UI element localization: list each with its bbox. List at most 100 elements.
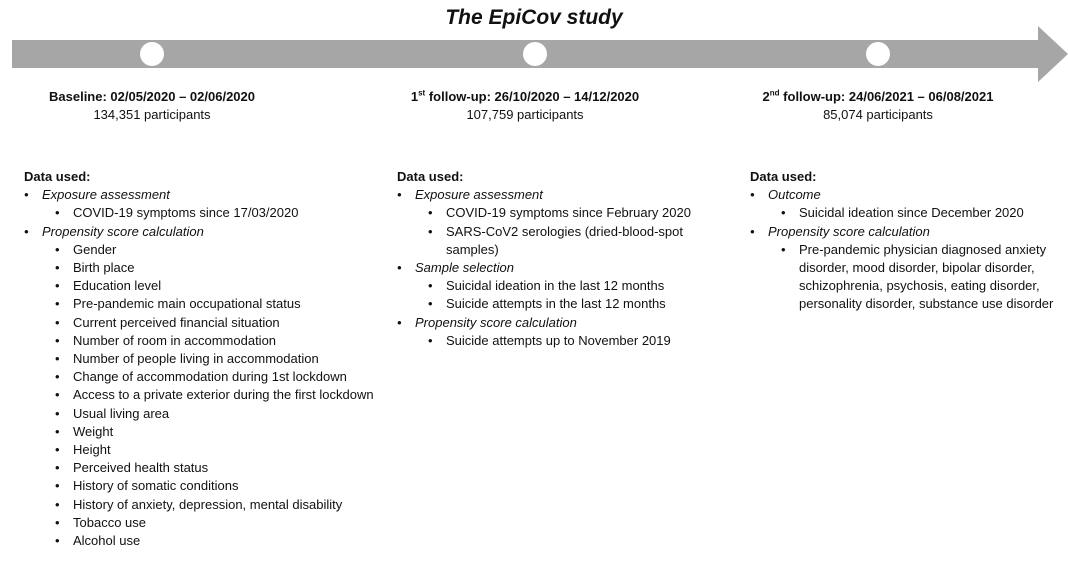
heading-part: follow-up: 26/10/2020 – 14/12/2020 [425, 89, 640, 104]
item: Education level [73, 278, 162, 294]
item-row: • Height [24, 441, 374, 459]
bullet: • [55, 478, 60, 494]
item: Number of room in accommodation [73, 332, 277, 348]
item-row: • Weight [24, 423, 374, 441]
timeline-arrow [12, 26, 1068, 82]
item-row: • Pre-pandemic physician diagnosed anxiet… [750, 241, 1060, 314]
item-row: • Suicide attempts up to November 2019 [397, 332, 727, 350]
item-row: • Change of accommodation during 1st lock… [24, 368, 374, 386]
item-row: • COVID-19 symptoms since February 2020 [397, 204, 727, 222]
bullet: • [750, 223, 755, 239]
item: COVID-19 symptoms since 17/03/2020 [73, 205, 299, 221]
item: Suicidal ideation in the last 12 months [446, 278, 665, 294]
bullet: • [397, 187, 402, 203]
item: Alcohol use [73, 533, 141, 549]
group-title: Propensity score calculation [415, 314, 577, 330]
bullet: • [428, 223, 433, 239]
item-row: • Usual living area [24, 405, 374, 423]
group-title-row: • Sample selection [397, 259, 727, 277]
bullet: • [55, 423, 60, 439]
data-heading: Data used: [750, 169, 817, 184]
bullet: • [55, 314, 60, 330]
bullet: • [55, 241, 60, 257]
milestone [523, 42, 547, 66]
data-column: Data used: • Outcome • Suicidal ideation sin… [750, 168, 1060, 314]
timepoint-header: 2nd follow-up: 24/06/2021 – 06/08/2021 85… [728, 88, 1028, 124]
heading-part: Baseline: 02/05/2020 – 02/06/2020 [49, 89, 255, 104]
item: Suicidal ideation since December 2020 [799, 205, 1024, 221]
group-title: Propensity score calculation [768, 223, 930, 239]
group-title: Exposure assessment [415, 187, 543, 203]
bullet: • [428, 332, 433, 348]
item-row: • Current perceived financial situation [24, 314, 374, 332]
item: Access to a private exterior during the … [73, 387, 374, 403]
item-row: • SARS-CoV2 serologies (dried-blood-spot … [397, 223, 727, 259]
bullet: • [55, 260, 60, 276]
item: Pre-pandemic physician diagnosed anxiety… [799, 241, 1054, 312]
participants: 85,074 participants [823, 107, 933, 122]
bullet: • [55, 405, 60, 421]
bullet: • [781, 241, 786, 257]
group-title-row: • Propensity score calculation [397, 314, 727, 332]
item: Usual living area [73, 405, 170, 421]
milestone [866, 42, 890, 66]
heading-part: 1 [410, 89, 419, 104]
bullet: • [55, 496, 60, 512]
bullet: • [397, 260, 402, 276]
timepoint-heading: Baseline: 02/05/2020 – 02/06/2020 [2, 88, 302, 106]
bullet: • [750, 187, 755, 203]
group-title: Outcome [768, 187, 821, 203]
item: COVID-19 symptoms since February 2020 [446, 205, 691, 221]
item-row: • Perceived health status [24, 459, 374, 477]
item-row: • Tobacco use [24, 514, 374, 532]
bullet: • [428, 205, 433, 221]
timepoint-header: 1st follow-up: 26/10/2020 – 14/12/2020 10… [375, 88, 675, 124]
bullet: • [55, 296, 60, 312]
item: Change of accommodation during 1st lockd… [73, 369, 347, 385]
item: Pre-pandemic main occupational status [73, 296, 301, 312]
item-row: • Suicidal ideation since December 2020 [750, 204, 1060, 222]
bullet: • [781, 205, 786, 221]
data-heading: Data used: [24, 169, 91, 184]
bullet: • [55, 533, 60, 549]
bullet: • [55, 369, 60, 385]
item: Height [73, 442, 111, 458]
data-column: Data used: • Exposure assessment • COVID-19 … [397, 168, 727, 350]
item-row: • Number of room in accommodation [24, 332, 374, 350]
heading-part: st [418, 88, 426, 98]
title: The EpiCov study [445, 6, 623, 29]
item: History of anxiety, depression, mental d… [73, 496, 343, 512]
item-row: • Suicidal ideation in the last 12 months [397, 277, 727, 295]
item: Weight [73, 423, 114, 439]
bullet: • [55, 460, 60, 476]
bullet: • [55, 278, 60, 294]
item: Gender [73, 241, 117, 257]
group-title: Propensity score calculation [42, 223, 204, 239]
item: Suicide attempts up to November 2019 [446, 332, 671, 348]
group-title: Exposure assessment [42, 187, 170, 203]
heading-part: nd [769, 88, 780, 98]
item-row: • COVID-19 symptoms since 17/03/2020 [24, 204, 374, 222]
bullet: • [55, 387, 60, 403]
group-title-row: • Propensity score calculation [750, 223, 1060, 241]
item-row: • Education level [24, 277, 374, 295]
group-title-row: • Exposure assessment [397, 186, 727, 204]
bullet: • [428, 278, 433, 294]
item: Number of people living in accommodation [73, 351, 319, 367]
item-row: • Alcohol use [24, 532, 374, 550]
item: Birth place [73, 260, 135, 276]
group-title-row: • Outcome [750, 186, 1060, 204]
item-row: • Gender [24, 241, 374, 259]
item: SARS-CoV2 serologies (dried-blood-spot s… [446, 223, 684, 257]
bullet: • [55, 442, 60, 458]
bullet: • [397, 314, 402, 330]
bullet: • [55, 332, 60, 348]
bullet: • [24, 223, 29, 239]
milestone [140, 42, 164, 66]
item: Tobacco use [73, 514, 146, 530]
item: History of somatic conditions [73, 478, 239, 494]
item: Current perceived financial situation [73, 314, 280, 330]
group-title: Sample selection [415, 260, 514, 276]
heading-part: follow-up: 24/06/2021 – 06/08/2021 [779, 89, 994, 104]
